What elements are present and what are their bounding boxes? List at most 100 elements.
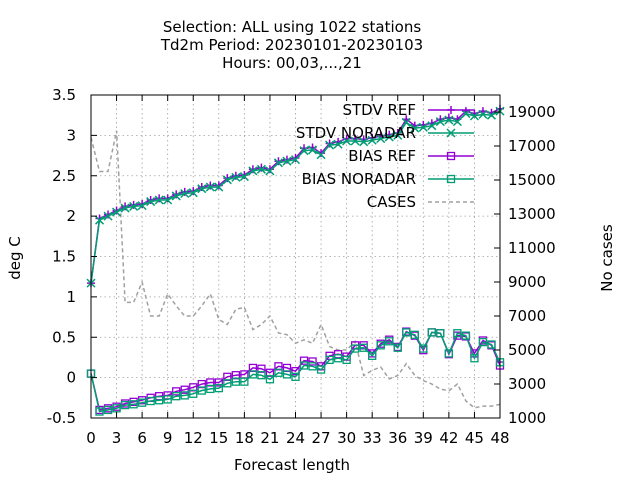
y2-tick-label: 19000	[508, 103, 556, 121]
data-point-bias-noradar	[444, 349, 454, 358]
ticks: 0 3 6 9 12 15 18 21 24 27 30 33 36 39 42 45 48-0.500.511…	[47, 86, 556, 447]
y-tick-label: 1	[66, 288, 76, 306]
data-point-stdv-noradar	[94, 215, 105, 225]
data-point-stdv-noradar	[239, 172, 249, 182]
data-point-stdv-noradar	[290, 155, 301, 165]
data-point-bias-noradar	[385, 337, 394, 346]
data-point-stdv-noradar	[265, 166, 275, 176]
series-group	[86, 104, 505, 416]
data-point-stdv-noradar	[401, 117, 411, 127]
data-point-bias-noradar	[316, 365, 326, 374]
data-point-stdv-noradar	[393, 130, 403, 140]
data-point-stdv-noradar	[333, 139, 343, 149]
data-point-stdv-noradar	[163, 195, 173, 205]
data-point-bias-ref	[308, 357, 317, 366]
x-tick-label: 36	[388, 429, 407, 447]
data-point-stdv-noradar	[103, 211, 113, 221]
data-point-bias-noradar	[368, 351, 377, 360]
data-point-stdv-noradar	[418, 122, 428, 132]
data-point-stdv-noradar	[444, 115, 454, 125]
data-point-bias-ref	[172, 387, 181, 396]
data-point-stdv-noradar	[154, 195, 164, 205]
data-point-stdv-noradar	[486, 110, 497, 120]
legend-label-bias-ref: BIAS REF	[348, 147, 416, 165]
data-point-bias-noradar	[376, 341, 385, 350]
data-point-stdv-noradar	[410, 123, 420, 133]
data-point-bias-noradar	[470, 354, 479, 363]
data-point-stdv-noradar	[205, 182, 215, 192]
y-tick-label: 1.5	[52, 248, 76, 266]
data-point-stdv-noradar	[146, 197, 156, 207]
data-point-bias-noradar	[419, 344, 428, 353]
data-point-bias-noradar	[240, 377, 249, 386]
x-tick-label: 21	[260, 429, 279, 447]
data-point-bias-noradar	[180, 391, 189, 400]
y-tick-label: 2.5	[52, 167, 76, 185]
data-point-stdv-noradar	[273, 158, 283, 168]
x-tick-label: 27	[312, 429, 331, 447]
data-point-stdv-noradar	[120, 203, 130, 213]
title-line: Hours: 00,03,...,21	[222, 54, 362, 72]
data-point-bias-noradar	[325, 355, 334, 365]
data-point-stdv-noradar	[197, 184, 207, 194]
title-line: Selection: ALL using 1022 stations	[163, 18, 422, 36]
data-point-stdv-noradar	[461, 109, 471, 119]
series-line-cases	[90, 130, 501, 409]
legend-label-bias-noradar: BIAS NORADAR	[302, 170, 416, 188]
x-tick-label: 33	[363, 429, 382, 447]
data-point-bias-noradar	[282, 370, 292, 379]
y-tick-label: 0.5	[52, 328, 76, 346]
data-point-bias-noradar	[189, 389, 198, 398]
legend-marker-stdv-ref	[447, 106, 455, 114]
data-point-bias-noradar	[274, 368, 283, 377]
y-tick-label: 0	[66, 369, 76, 387]
data-point-stdv-noradar	[376, 134, 386, 144]
legend-label-stdv-noradar: STDV NORADAR	[296, 124, 416, 142]
data-point-stdv-noradar	[469, 111, 479, 121]
y2-tick-label: 1000	[508, 409, 546, 427]
data-point-stdv-noradar	[129, 201, 139, 211]
data-point-stdv-noradar	[308, 145, 318, 155]
data-point-stdv-noradar	[214, 182, 224, 192]
data-point-bias-noradar	[436, 329, 445, 338]
series-stdv-noradar	[86, 106, 505, 288]
x-tick-label: 39	[414, 429, 433, 447]
data-point-stdv-noradar	[171, 191, 181, 201]
y2-tick-label: 17000	[508, 137, 556, 155]
data-point-bias-noradar	[206, 384, 215, 394]
data-point-bias-noradar	[291, 372, 300, 381]
data-point-stdv-noradar	[112, 207, 122, 217]
series-line-bias-noradar	[90, 331, 501, 413]
data-point-bias-noradar	[393, 343, 402, 352]
y2-tick-label: 9000	[508, 273, 546, 291]
legend-label-stdv-ref: STDV REF	[342, 101, 416, 119]
legend-label-cases: CASES	[367, 193, 416, 211]
y2-tick-label: 15000	[508, 171, 556, 189]
data-point-bias-noradar	[129, 400, 138, 409]
data-point-stdv-noradar	[316, 150, 326, 160]
legend-marker-bias-ref	[446, 151, 456, 161]
legend: STDV REF STDV NORADAR BIAS REF BIAS NORADAR…	[296, 101, 474, 211]
data-point-bias-noradar	[350, 344, 360, 353]
data-point-bias-noradar	[112, 404, 121, 413]
data-point-stdv-noradar	[137, 201, 147, 211]
data-point-stdv-noradar	[350, 136, 360, 146]
data-point-stdv-noradar	[248, 166, 258, 176]
data-point-bias-noradar	[265, 375, 275, 384]
data-point-bias-noradar	[155, 396, 164, 405]
data-point-stdv-noradar	[427, 121, 437, 131]
data-point-stdv-noradar	[435, 117, 445, 127]
data-point-stdv-noradar	[452, 117, 462, 127]
data-point-bias-noradar	[214, 383, 223, 393]
data-point-bias-noradar	[487, 340, 496, 349]
data-point-stdv-noradar	[342, 136, 352, 146]
data-point-bias-noradar	[103, 405, 113, 415]
x-tick-label: 48	[490, 429, 509, 447]
data-point-bias-noradar	[402, 328, 411, 337]
data-point-bias-noradar	[137, 398, 147, 407]
title-line: Td2m Period: 20230101-20230103	[160, 36, 423, 54]
x-tick-label: 15	[209, 429, 228, 447]
x-tick-label: 42	[439, 429, 458, 447]
